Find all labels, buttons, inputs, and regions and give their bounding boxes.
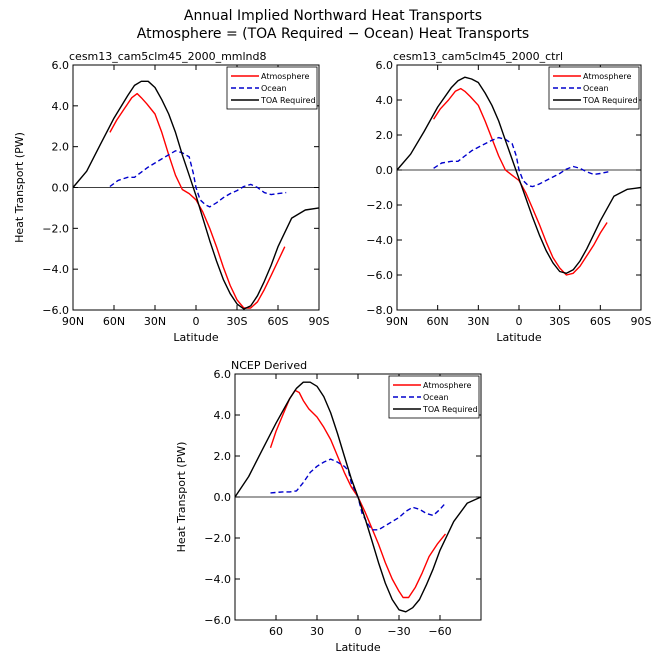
y-tick-label: −4.0 [42,263,69,276]
series-line-toa-required [72,80,320,310]
series-line-ocean [433,136,609,188]
y-tick-label: 0.0 [214,491,232,504]
y-tick-label: 4.0 [214,409,232,422]
legend-label: Atmosphere [423,381,472,390]
x-tick-label: 90S [309,315,330,328]
y-tick-label: 2.0 [52,141,70,154]
y-tick-label: 0.0 [52,182,70,195]
y-tick-label: 6.0 [376,59,394,72]
legend-label: Ocean [583,84,609,93]
x-tick-label: 30N [467,315,489,328]
x-tick-label: 90N [62,315,84,328]
x-tick-label: 60 [269,625,283,638]
series-line-ocean [270,458,447,531]
series-line-atmosphere [269,389,447,599]
x-axis-label: Latitude [496,331,542,344]
x-tick-label: 30S [549,315,570,328]
figure-title-line-2: Atmosphere = (TOA Required − Ocean) Heat… [137,26,529,42]
legend-label: Atmosphere [583,72,632,81]
y-tick-label: −2.0 [366,199,393,212]
legend-label: Ocean [423,393,449,402]
series-line-ocean [109,150,287,208]
y-tick-label: 6.0 [52,59,70,72]
series-line-atmosphere [109,92,286,309]
y-tick-label: 4.0 [376,94,394,107]
x-tick-label: −30 [387,625,410,638]
x-axis-label: Latitude [335,641,381,654]
y-tick-label: −6.0 [204,614,231,627]
x-tick-label: 30S [227,315,248,328]
y-tick-label: 0.0 [376,164,394,177]
y-tick-label: 6.0 [214,368,232,381]
y-tick-label: −4.0 [204,573,231,586]
legend-label: TOA Required [582,96,638,105]
x-axis-label: Latitude [173,331,219,344]
y-tick-label: 2.0 [376,129,394,142]
y-axis-label: Heat Transport (PW) [13,132,26,243]
series-line-toa-required [234,381,482,613]
legend-label: TOA Required [260,96,316,105]
x-tick-label: 0 [516,315,523,328]
legend-label: Atmosphere [261,72,310,81]
x-tick-label: 60N [427,315,449,328]
y-axis-label: Heat Transport (PW) [175,442,188,553]
panel-title: cesm13_cam5clm45_2000_mmlnd8 [69,50,267,63]
chart-panel-2: cesm13_cam5clm45_2000_ctrl 90N 60N 30N 0 30S 6… [366,50,651,344]
y-tick-label: 4.0 [52,100,70,113]
x-tick-label: 60S [590,315,611,328]
x-tick-label: −60 [428,625,451,638]
y-tick-label: −4.0 [366,234,393,247]
y-tick-label: −2.0 [204,532,231,545]
x-tick-label: 30 [310,625,324,638]
chart-panel-1: cesm13_cam5clm45_2000_mmlnd8 90N 60N 30N 0 30… [13,50,330,344]
x-tick-label: 90S [631,315,652,328]
y-tick-label: −8.0 [366,304,393,317]
x-tick-label: 90N [386,315,408,328]
x-tick-label: 60N [103,315,125,328]
legend-label: TOA Required [422,405,478,414]
y-tick-label: 2.0 [214,450,232,463]
panel-title: cesm13_cam5clm45_2000_ctrl [393,50,563,63]
y-tick-label: −6.0 [366,269,393,282]
figure-title-line-1: Annual Implied Northward Heat Transports [184,8,482,24]
x-tick-label: 0 [355,625,362,638]
series-line-toa-required [396,76,642,274]
legend-label: Ocean [261,84,287,93]
chart-panel-3: NCEP Derived 60 30 0 −30 −60 −6.0 −4.0 −2.0 0.0 2.… [175,359,482,654]
y-tick-label: −6.0 [42,304,69,317]
y-tick-label: −2.0 [42,222,69,235]
x-tick-label: 60S [268,315,289,328]
x-tick-label: 30N [144,315,166,328]
panel-title: NCEP Derived [231,359,307,372]
x-tick-label: 0 [193,315,200,328]
